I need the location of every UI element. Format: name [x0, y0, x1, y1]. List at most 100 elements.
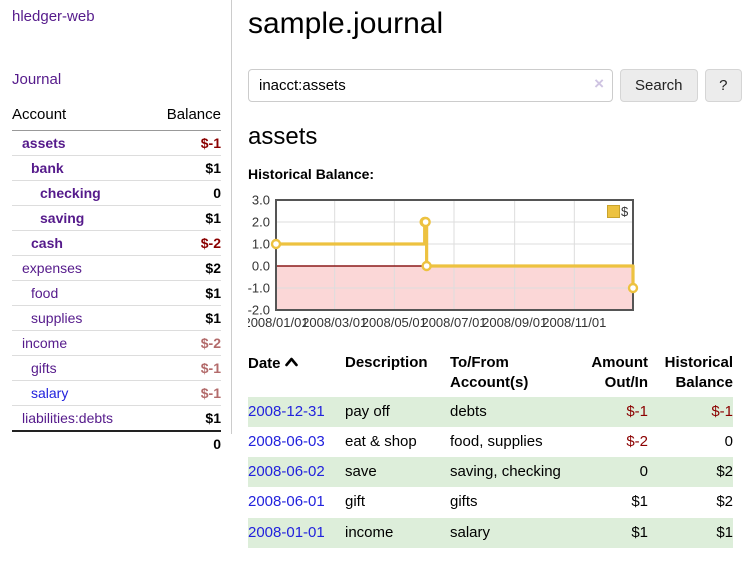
transaction-amount: $1	[631, 523, 648, 541]
account-row: checking 0	[12, 180, 221, 206]
search-button[interactable]: Search	[620, 69, 698, 102]
sort-ascending-icon	[284, 353, 298, 373]
svg-text:2008/07/01: 2008/07/01	[421, 315, 486, 330]
transaction-accounts: food, supplies	[450, 432, 543, 450]
transaction-balance: $2	[716, 493, 733, 511]
transaction-date-link[interactable]: 2008-06-03	[248, 432, 325, 450]
account-balance: $1	[148, 405, 221, 431]
transaction-amount: 0	[639, 463, 648, 480]
account-link[interactable]: supplies	[31, 310, 83, 326]
clear-search-icon[interactable]: ×	[594, 74, 604, 93]
svg-text:2008/09/01: 2008/09/01	[482, 315, 547, 330]
account-link[interactable]: cash	[31, 235, 63, 251]
svg-text:2.0: 2.0	[252, 215, 270, 230]
legend-label: $	[621, 204, 629, 219]
transaction-accounts: debts	[450, 402, 487, 420]
transaction-description: save	[345, 463, 377, 480]
transaction-date-link[interactable]: 2008-12-31	[248, 402, 325, 420]
legend-swatch-icon	[607, 205, 620, 218]
accounts-table-body: assets $-1 bank $1 checking 0 saving $1 cash $-2 e…	[12, 131, 221, 431]
svg-text:3.0: 3.0	[252, 193, 270, 208]
transaction-description: eat & shop	[345, 432, 417, 450]
account-balance: $1	[148, 205, 221, 231]
search-input[interactable]	[248, 69, 613, 102]
chart-legend: $	[607, 204, 628, 219]
transaction-description: income	[345, 523, 394, 541]
account-balance: 0	[148, 180, 221, 206]
chart-title: Historical Balance:	[248, 166, 375, 182]
transaction-balance: $1	[716, 523, 733, 541]
account-row: saving $1	[12, 205, 221, 231]
account-link[interactable]: liabilities:debts	[22, 410, 114, 426]
main-content: sample.journal × Search ? assets Histori…	[248, 0, 742, 548]
transaction-row: 2008-06-01 gift gifts $1 $2	[248, 487, 733, 517]
svg-text:-1.0: -1.0	[248, 281, 270, 296]
amount-column-header: Amount Out/In	[591, 354, 648, 392]
transaction-row: 2008-12-31 pay off debts $-1 $-1	[248, 396, 733, 427]
account-link[interactable]: expenses	[22, 260, 82, 276]
search-field-wrap: ×	[248, 69, 613, 102]
account-balance: $-1	[148, 380, 221, 406]
register-header-row: Date Description To/From Account(s) Amou…	[248, 350, 733, 397]
transaction-balance: 0	[724, 432, 733, 450]
sidebar: hledger-web Journal Account Balance asse…	[0, 0, 232, 456]
total-spacer	[12, 430, 149, 456]
account-link[interactable]: gifts	[31, 360, 57, 376]
account-balance: $-1	[200, 135, 221, 151]
account-link[interactable]: checking	[40, 185, 101, 201]
transaction-row: 2008-06-03 eat & shop food, supplies $-2 0	[248, 427, 733, 457]
svg-text:2008/03/01: 2008/03/01	[302, 315, 367, 330]
account-link[interactable]: income	[22, 335, 68, 351]
svg-text:1.0: 1.0	[252, 237, 270, 252]
register-table: Date Description To/From Account(s) Amou…	[248, 350, 733, 548]
account-row: supplies $1	[12, 305, 221, 331]
total-balance: 0	[148, 430, 221, 456]
account-link[interactable]: salary	[31, 385, 69, 401]
account-heading: assets	[248, 123, 318, 150]
svg-text:-2.0: -2.0	[248, 303, 270, 318]
transaction-date-link[interactable]: 2008-01-01	[248, 523, 325, 541]
account-link[interactable]: assets	[22, 135, 66, 151]
help-button[interactable]: ?	[704, 69, 742, 102]
transaction-date-link[interactable]: 2008-06-02	[248, 463, 325, 480]
transaction-amount: $-2	[626, 432, 648, 450]
svg-text:2008/01/01: 2008/01/01	[248, 315, 309, 330]
transaction-row: 2008-06-02 save saving, checking 0 $2	[248, 457, 733, 488]
account-link[interactable]: saving	[40, 210, 85, 226]
account-row: income $-2	[12, 330, 221, 356]
account-balance: $1	[148, 155, 221, 181]
accounts-table: Account Balance assets $-1 bank $1 checking 0…	[12, 103, 221, 456]
account-balance: $-1	[148, 355, 221, 381]
transaction-amount: $1	[631, 493, 648, 511]
account-row: bank $1	[12, 155, 221, 181]
balance-column-header: Balance	[148, 103, 221, 131]
svg-text:0.0: 0.0	[252, 259, 270, 274]
account-balance: $2	[148, 255, 221, 281]
account-row: cash $-2	[12, 230, 221, 256]
chart-canvas: 3.0 2.0 1.0 0.0 -1.0 -2.02008/01/012008/03/01…	[248, 193, 639, 330]
account-row: gifts $-1	[12, 355, 221, 381]
date-column-header[interactable]: Date	[248, 350, 345, 397]
app-title-link[interactable]: hledger-web	[12, 8, 95, 25]
account-row: liabilities:debts $1	[12, 405, 221, 431]
account-balance: $1	[148, 305, 221, 331]
search-form: × Search ?	[248, 69, 742, 102]
tofrom-column-header: To/From Account(s)	[450, 354, 529, 392]
account-row: expenses $2	[12, 255, 221, 281]
sidebar-item-journal[interactable]: Journal	[12, 71, 62, 88]
balance-column-header2: Historical Balance	[664, 354, 733, 392]
transaction-description: gift	[345, 493, 366, 511]
account-link[interactable]: bank	[31, 160, 64, 176]
transaction-accounts: saving, checking	[450, 463, 561, 480]
transaction-balance: $-1	[711, 402, 733, 420]
transaction-amount: $-1	[626, 402, 648, 420]
description-column-header: Description	[345, 354, 428, 371]
transaction-row: 2008-01-01 income salary $1 $1	[248, 517, 733, 548]
transaction-date-link[interactable]: 2008-06-01	[248, 493, 325, 511]
transaction-accounts: gifts	[450, 493, 478, 511]
svg-text:2008/05/01: 2008/05/01	[362, 315, 427, 330]
svg-text:2008/11/01: 2008/11/01	[542, 315, 606, 330]
account-link[interactable]: food	[31, 285, 59, 301]
historical-balance-chart[interactable]: 3.0 2.0 1.0 0.0 -1.0 -2.0 2008/01/01 2008/03/01…	[248, 188, 742, 338]
transaction-balance: $2	[716, 463, 733, 480]
